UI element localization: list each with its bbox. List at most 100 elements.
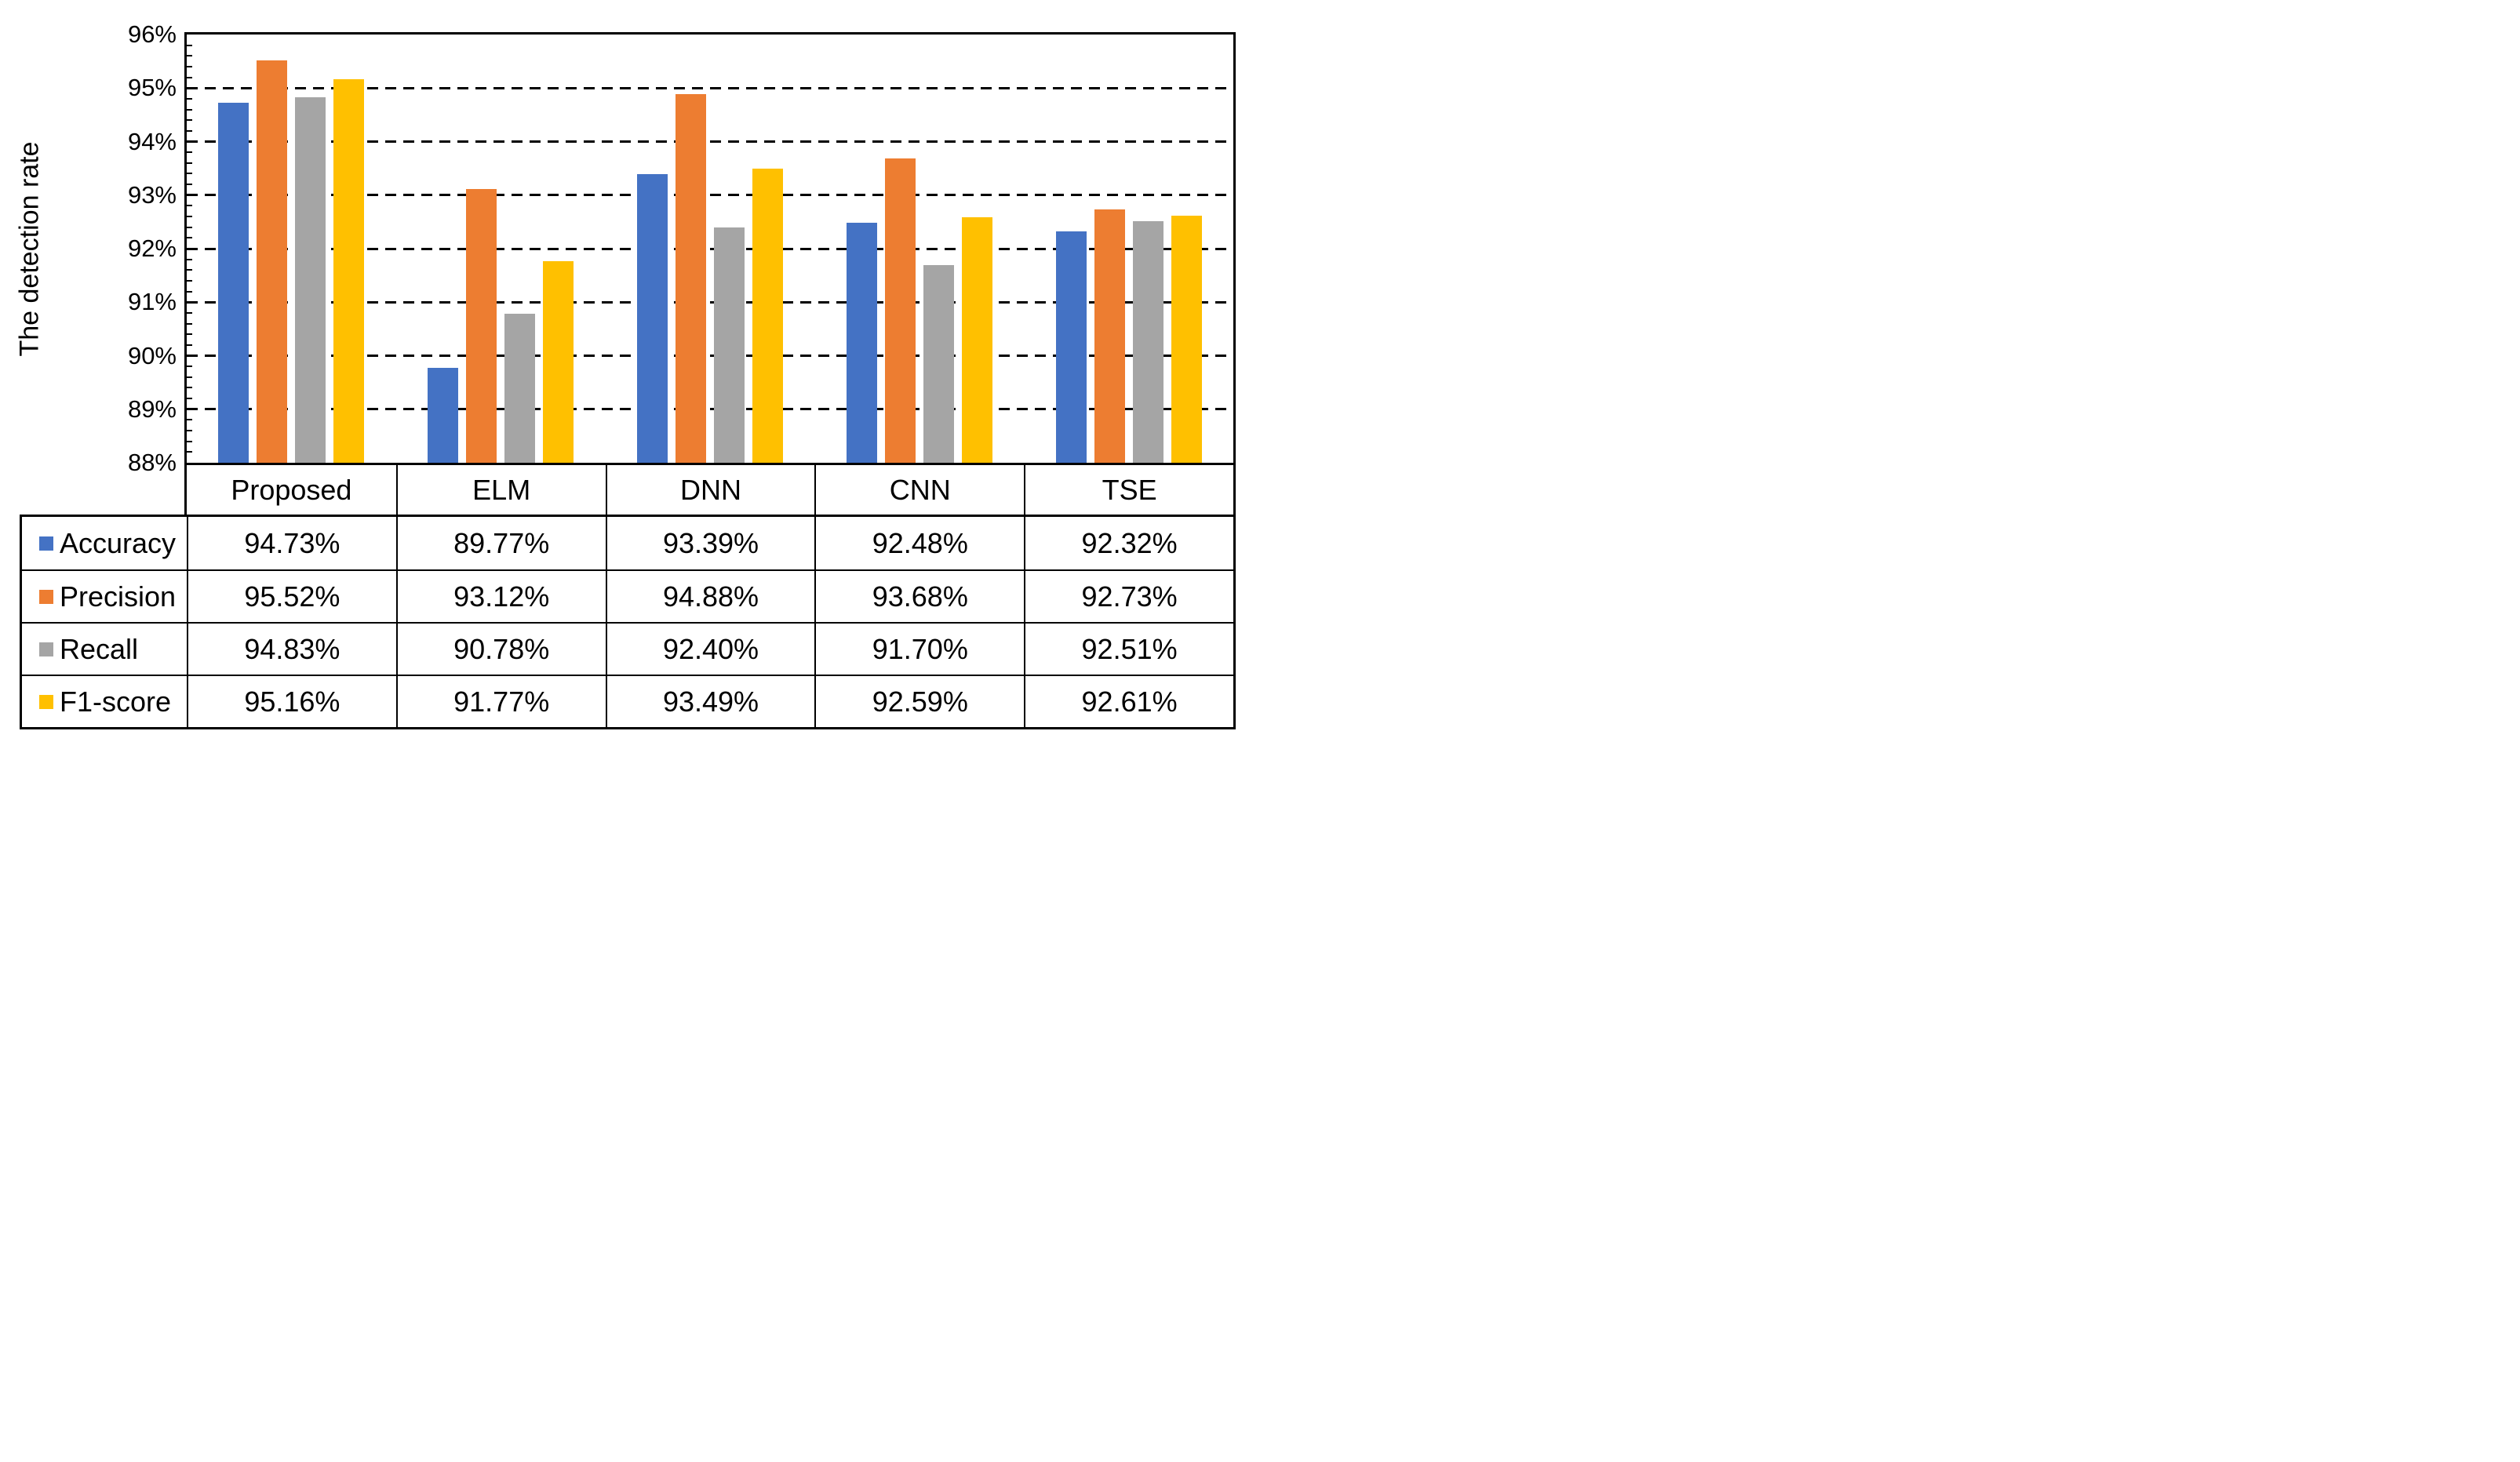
major-gridline: [187, 247, 1233, 250]
y-axis-minor-tick: [187, 237, 192, 239]
plot-area: [184, 32, 1236, 465]
y-axis-minor-tick: [187, 97, 192, 100]
category-label: CNN: [814, 465, 1024, 515]
legend-swatch-precision: [39, 589, 53, 604]
major-gridline: [187, 194, 1233, 197]
category-label: Proposed: [231, 473, 352, 506]
y-axis-minor-tick: [187, 376, 192, 378]
legend-label: Recall: [60, 632, 139, 665]
y-axis-minor-tick: [187, 65, 192, 67]
category-header-row: Proposed ELM DNN CNN TSE: [184, 465, 1236, 515]
value-cell-f1-score-elm: 91.77%: [395, 675, 606, 727]
legend-cell-f1-score: F1-score: [22, 675, 187, 727]
value-cell-precision-proposed: 95.52%: [187, 569, 396, 622]
bar-recall-elm: [504, 314, 536, 463]
bar-precision-dnn: [675, 94, 706, 463]
value-cell-recall-cnn: 91.70%: [814, 622, 1025, 675]
y-axis-title-text: The detection rate: [14, 140, 45, 357]
y-axis-major-tick: [187, 247, 195, 250]
bar-recall-dnn: [713, 227, 745, 463]
y-axis-major-tick: [187, 86, 195, 89]
category-label: TSE: [1024, 465, 1233, 515]
major-gridline: [187, 300, 1233, 304]
bar-accuracy-dnn: [636, 174, 668, 463]
y-axis-minor-tick: [187, 419, 192, 421]
value-cell-recall-elm: 90.78%: [395, 622, 606, 675]
y-axis-minor-tick: [187, 269, 192, 271]
y-tick-label: 94%: [127, 127, 177, 155]
y-tick-label: 96%: [127, 20, 177, 48]
y-axis-minor-tick: [187, 162, 192, 164]
legend-cell-precision: Precision: [22, 569, 187, 622]
legend-swatch-f1-score: [39, 694, 53, 709]
y-axis-minor-tick: [187, 366, 192, 368]
bar-precision-cnn: [884, 158, 916, 463]
legend-cell-accuracy: Accuracy: [22, 517, 187, 569]
legend-swatch-accuracy: [39, 536, 53, 551]
value-cell-precision-cnn: 93.68%: [814, 569, 1025, 622]
y-tick-label: 93%: [127, 180, 177, 209]
bar-f1-score-proposed: [333, 79, 365, 463]
y-axis-minor-tick: [187, 398, 192, 400]
category-label: DNN: [605, 465, 815, 515]
value-cell-precision-tse: 92.73%: [1024, 569, 1233, 622]
legend-label: Precision: [60, 580, 177, 613]
bar-group-proposed: [187, 35, 396, 463]
bar-recall-tse: [1132, 221, 1163, 463]
value-cell-recall-proposed: 94.83%: [187, 622, 396, 675]
y-axis-minor-tick: [187, 173, 192, 175]
value-cell-recall-dnn: 92.40%: [605, 622, 815, 675]
y-axis-minor-tick: [187, 430, 192, 432]
bar-f1-score-tse: [1171, 216, 1202, 463]
y-axis-minor-tick: [187, 451, 192, 453]
value-cell-f1-score-dnn: 93.49%: [605, 675, 815, 727]
legend-label: Accuracy: [60, 526, 177, 559]
bar-accuracy-elm: [428, 368, 459, 463]
y-axis-minor-tick: [187, 290, 192, 293]
bar-precision-elm: [466, 188, 497, 463]
y-axis-major-tick: [187, 355, 195, 357]
bar-accuracy-cnn: [846, 223, 877, 463]
bar-group-elm: [396, 35, 606, 463]
bar-f1-score-cnn: [961, 216, 992, 463]
value-cell-f1-score-proposed: 95.16%: [187, 675, 396, 727]
bar-precision-proposed: [257, 60, 288, 463]
y-tick-label: 88%: [127, 449, 177, 476]
value-cell-precision-elm: 93.12%: [395, 569, 606, 622]
y-axis-minor-tick: [187, 344, 192, 346]
y-axis-minor-tick: [187, 226, 192, 228]
bar-f1-score-elm: [543, 260, 574, 463]
major-gridline: [187, 355, 1233, 357]
y-axis-minor-tick: [187, 279, 192, 282]
major-gridline: [187, 408, 1233, 411]
y-axis-minor-tick: [187, 119, 192, 122]
y-axis-major-tick: [187, 300, 195, 304]
bar-accuracy-proposed: [218, 102, 249, 463]
y-axis-major-tick: [187, 408, 195, 411]
y-axis-minor-tick: [187, 76, 192, 78]
y-axis-minor-tick: [187, 151, 192, 154]
legend-label: F1-score: [60, 685, 172, 718]
y-axis-minor-tick: [187, 322, 192, 325]
bar-group-cnn: [814, 35, 1024, 463]
y-axis-minor-tick: [187, 333, 192, 336]
y-axis-minor-tick: [187, 44, 192, 46]
bar-group-dnn: [606, 35, 815, 463]
value-cell-accuracy-proposed: 94.73%: [187, 517, 396, 569]
legend-swatch-recall: [39, 642, 53, 656]
category-label: ELM: [395, 465, 606, 515]
bar-accuracy-tse: [1055, 231, 1087, 463]
legend-cell-recall: Recall: [22, 622, 187, 675]
value-cell-f1-score-tse: 92.61%: [1024, 675, 1233, 727]
value-cell-precision-dnn: 94.88%: [605, 569, 815, 622]
major-gridline: [187, 86, 1233, 89]
bar-group-tse: [1024, 35, 1233, 463]
value-cell-accuracy-cnn: 92.48%: [814, 517, 1024, 569]
value-cell-accuracy-elm: 89.77%: [395, 517, 606, 569]
y-axis-minor-tick: [187, 108, 192, 111]
y-tick-label: 95%: [127, 74, 177, 102]
y-axis-minor-tick: [187, 440, 192, 442]
y-axis-minor-tick: [187, 311, 192, 314]
bar-chart-figure: The detection rate 96% 95% 94% 93% 92% 91% 90%…: [0, 0, 1260, 731]
bar-f1-score-dnn: [752, 169, 783, 463]
